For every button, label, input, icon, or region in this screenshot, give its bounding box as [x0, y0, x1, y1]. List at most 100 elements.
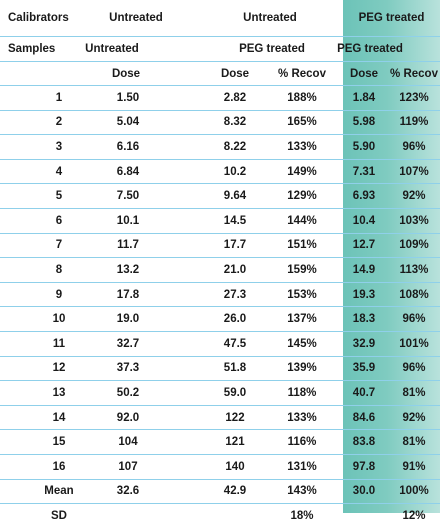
- untreated-dose: 107: [118, 460, 138, 473]
- peg-recov: 18%: [290, 509, 314, 522]
- row-label: 15: [52, 436, 66, 449]
- peg-treated-dose: 40.7: [352, 386, 376, 399]
- peg-treated-dose: 6.93: [352, 190, 376, 203]
- peg-treated-recov: 92%: [402, 411, 426, 424]
- samples-peg-treated-2: PEG treated: [337, 43, 403, 55]
- peg-treated-recov: 107%: [399, 165, 429, 178]
- peg-dose: 121: [225, 436, 245, 449]
- peg-treated-recov: 91%: [402, 460, 426, 473]
- table-row: 12 37.3 51.8 139% 35.9 96%: [0, 357, 440, 382]
- calibrators-label: Calibrators: [8, 12, 69, 24]
- untreated-dose: 104: [118, 436, 138, 449]
- peg-recov: 151%: [287, 239, 317, 252]
- calibrators-peg-treated: PEG treated: [358, 12, 425, 24]
- peg-treated-recov: 96%: [402, 313, 426, 326]
- row-label: 5: [55, 190, 63, 203]
- column-recov-peg: % Recov: [278, 67, 326, 80]
- table-row: 6 10.1 14.5 144% 10.4 103%: [0, 209, 440, 234]
- peg-treated-dose: 7.31: [352, 165, 376, 178]
- table-row: 1 1.50 2.82 188% 1.84 123%: [0, 86, 440, 111]
- peg-recov: 188%: [287, 91, 317, 104]
- row-label: 8: [55, 263, 63, 276]
- untreated-dose: 17.8: [116, 288, 140, 301]
- untreated-dose: 37.3: [116, 362, 140, 375]
- untreated-dose: 1.50: [116, 91, 140, 104]
- peg-recov: 153%: [287, 288, 317, 301]
- peg-dose: 42.9: [223, 485, 247, 498]
- table-row: 2 5.04 8.32 165% 5.98 119%: [0, 111, 440, 136]
- peg-dose: 140: [225, 460, 245, 473]
- peg-recov: 131%: [287, 460, 317, 473]
- peg-treated-dose: 84.6: [352, 411, 376, 424]
- peg-recov: 133%: [287, 411, 317, 424]
- peg-treated-dose: 1.84: [352, 91, 376, 104]
- peg-dose: 8.22: [223, 140, 247, 153]
- row-label: 16: [52, 460, 66, 473]
- column-dose-untreated: Dose: [111, 67, 141, 80]
- table-row: 13 50.2 59.0 118% 40.7 81%: [0, 381, 440, 406]
- row-label: 9: [55, 288, 63, 301]
- table-row: 4 6.84 10.2 149% 7.31 107%: [0, 160, 440, 185]
- header-row-calibrators: Calibrators Untreated Untreated PEG trea…: [0, 0, 440, 37]
- peg-recov: 133%: [287, 140, 317, 153]
- table-row: 5 7.50 9.64 129% 6.93 92%: [0, 184, 440, 209]
- row-label: 2: [55, 116, 63, 129]
- peg-treated-dose: 5.90: [352, 140, 376, 153]
- peg-recov: 149%: [287, 165, 317, 178]
- untreated-dose: 7.50: [116, 190, 140, 203]
- peg-treated-recov: 92%: [402, 190, 426, 203]
- peg-treated-dose: 83.8: [352, 436, 376, 449]
- peg-recov: 144%: [287, 214, 317, 227]
- peg-recov: 118%: [287, 386, 317, 399]
- samples-label: Samples: [8, 43, 56, 55]
- row-label: 4: [55, 165, 63, 178]
- samples-untreated: Untreated: [85, 43, 139, 55]
- untreated-dose: 13.2: [116, 263, 140, 276]
- peg-recov: 159%: [287, 263, 317, 276]
- peg-dose: 26.0: [223, 313, 247, 326]
- column-recov-peg-treated: % Recov: [390, 67, 438, 80]
- peg-dose: 17.7: [223, 239, 247, 252]
- row-label: 12: [52, 362, 66, 375]
- table-row: 7 11.7 17.7 151% 12.7 109%: [0, 234, 440, 259]
- row-label: 10: [52, 313, 66, 326]
- peg-dose: [205, 504, 265, 528]
- peg-treated-recov: 103%: [399, 214, 429, 227]
- peg-dose: 9.64: [223, 190, 247, 203]
- row-label: 6: [55, 214, 63, 227]
- untreated-dose: [98, 504, 158, 528]
- peg-treated-dose: 97.8: [352, 460, 376, 473]
- table-row: 15 104 121 116% 83.8 81%: [0, 430, 440, 455]
- peg-treated-dose: 14.9: [352, 263, 376, 276]
- peg-dose: 21.0: [223, 263, 247, 276]
- header-row-columns: Dose Dose % Recov Dose % Recov: [0, 62, 440, 86]
- peg-treated-dose: 12.7: [352, 239, 376, 252]
- calibrators-untreated: Untreated: [109, 12, 163, 24]
- table-row: 8 13.2 21.0 159% 14.9 113%: [0, 258, 440, 283]
- untreated-dose: 11.7: [117, 239, 139, 252]
- untreated-dose: 19.0: [116, 313, 140, 326]
- peg-treated-recov: 108%: [399, 288, 429, 301]
- peg-dose: 2.82: [223, 91, 247, 104]
- row-label: 1: [55, 91, 63, 104]
- untreated-dose: 5.04: [116, 116, 140, 129]
- untreated-dose: 6.84: [116, 165, 140, 178]
- peg-recov: 129%: [287, 190, 317, 203]
- peg-dose: 8.32: [223, 116, 247, 129]
- peg-recov: 116%: [287, 436, 317, 449]
- untreated-dose: 92.0: [116, 411, 140, 424]
- row-label: 3: [55, 140, 63, 153]
- table-row: 9 17.8 27.3 153% 19.3 108%: [0, 283, 440, 308]
- peg-recov: 139%: [287, 362, 317, 375]
- row-label: SD: [51, 509, 67, 522]
- untreated-dose: 32.6: [116, 485, 140, 498]
- peg-dose: 14.5: [223, 214, 247, 227]
- peg-treated-recov: 100%: [399, 485, 429, 498]
- peg-treated-dose: 19.3: [352, 288, 376, 301]
- table-row: 16 107 140 131% 97.8 91%: [0, 455, 440, 480]
- row-label: 7: [55, 239, 63, 252]
- peg-dose: 27.3: [223, 288, 247, 301]
- table-row: Mean 32.6 42.9 143% 30.0 100%: [0, 480, 440, 505]
- peg-treated-recov: 101%: [399, 337, 429, 350]
